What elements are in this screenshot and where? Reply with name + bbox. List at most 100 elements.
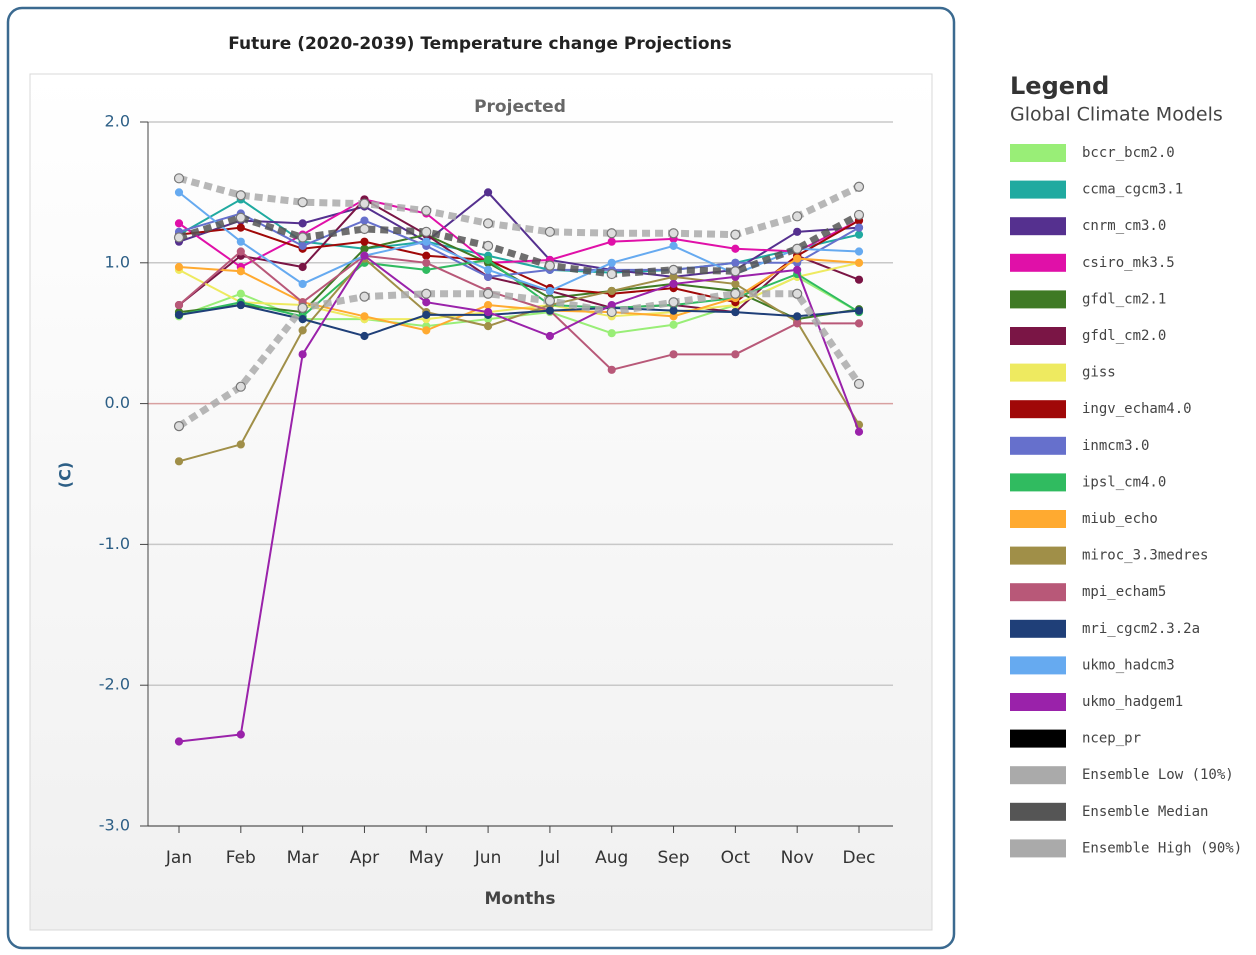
- y-axis-label: (C): [56, 462, 75, 488]
- data-point: [607, 258, 616, 267]
- data-point: [359, 223, 370, 235]
- data-point: [545, 331, 555, 341]
- data-point: [793, 254, 802, 263]
- data-point: [174, 737, 184, 746]
- legend-swatch: [1010, 290, 1066, 309]
- legend-label: Ensemble Median: [1082, 804, 1208, 820]
- x-tick-label: Jun: [474, 848, 502, 868]
- data-point: [669, 279, 678, 289]
- data-point: [236, 267, 245, 276]
- data-point: [669, 320, 678, 329]
- x-tick-label: Aug: [595, 848, 628, 868]
- data-point: [298, 241, 307, 251]
- legend-swatch: [1010, 510, 1066, 528]
- x-tick-label: Jul: [539, 848, 561, 868]
- data-point: [854, 319, 864, 328]
- data-point: [174, 457, 184, 466]
- x-tick-label: Feb: [226, 848, 256, 868]
- legend-swatch: [1010, 400, 1066, 419]
- data-point: [174, 300, 184, 310]
- data-point: [483, 307, 493, 317]
- data-point: [607, 286, 616, 296]
- legend-swatch: [1010, 253, 1066, 272]
- data-point: [793, 319, 802, 328]
- data-point: [297, 302, 308, 313]
- data-point: [236, 247, 245, 256]
- series-line: [178, 212, 860, 278]
- data-point: [422, 237, 431, 246]
- data-point: [483, 265, 493, 274]
- data-point: [669, 241, 678, 251]
- data-point: [174, 310, 184, 319]
- data-point: [545, 306, 555, 315]
- data-point: [544, 260, 556, 271]
- data-point: [669, 350, 678, 359]
- chart-title: Future (2020-2039) Temperature change Pr…: [228, 34, 731, 54]
- y-tick-label: 2.0: [105, 112, 130, 131]
- legend-swatch: [1010, 766, 1066, 785]
- data-point: [236, 289, 245, 298]
- y-tick-label: -2.0: [99, 675, 130, 694]
- data-point: [298, 350, 307, 359]
- legend-label: giss: [1082, 365, 1116, 381]
- y-tick-label: 0.0: [105, 393, 130, 412]
- data-point: [235, 381, 246, 392]
- data-point: [854, 427, 864, 436]
- legend-swatch: [1010, 436, 1066, 455]
- data-point: [297, 197, 308, 208]
- data-point: [360, 216, 369, 225]
- legend-swatch: [1010, 327, 1066, 345]
- data-point: [173, 421, 185, 432]
- legend-label: cnrm_cm3.0: [1082, 218, 1166, 234]
- data-point: [483, 255, 493, 265]
- legend-swatch: [1010, 839, 1066, 858]
- legend-swatch: [1010, 363, 1066, 382]
- data-point: [360, 312, 369, 321]
- data-point: [668, 297, 679, 308]
- data-point: [483, 272, 493, 281]
- data-point: [483, 188, 493, 197]
- data-point: [174, 188, 184, 197]
- data-point: [236, 730, 245, 739]
- data-point: [607, 365, 616, 374]
- data-point: [359, 291, 370, 302]
- data-point: [482, 288, 494, 299]
- legend-label: ccma_cgcm3.1: [1082, 182, 1183, 198]
- legend-label: miub_echo: [1082, 511, 1158, 527]
- data-point: [236, 223, 245, 232]
- legend-label: gfdl_cm2.1: [1082, 291, 1166, 307]
- legend-label: mpi_echam5: [1082, 584, 1166, 600]
- data-point: [298, 279, 307, 289]
- data-point: [422, 251, 431, 260]
- data-point: [422, 258, 431, 267]
- series-line: [177, 290, 862, 430]
- legend-label: ukmo_hadgem1: [1082, 694, 1183, 710]
- data-point: [173, 232, 185, 243]
- data-point: [606, 268, 617, 280]
- legend-label: mri_cgcm2.3.2a: [1082, 621, 1200, 637]
- data-point: [793, 312, 802, 321]
- data-point: [854, 230, 864, 239]
- data-point: [792, 243, 803, 254]
- data-point: [853, 209, 865, 221]
- legend-label: Ensemble Low (10%): [1082, 767, 1234, 783]
- data-point: [731, 350, 740, 359]
- data-point: [730, 229, 741, 240]
- legend-swatch: [1010, 217, 1066, 236]
- x-tick-label: Sep: [658, 848, 690, 868]
- data-point: [854, 223, 864, 232]
- legend-label: bccr_bcm2.0: [1082, 145, 1175, 161]
- data-point: [422, 298, 431, 307]
- data-point: [297, 232, 308, 243]
- legend-subtitle: Global Climate Models: [1010, 104, 1223, 126]
- y-tick-label: -1.0: [99, 534, 130, 553]
- legend-label: ipsl_cm4.0: [1082, 474, 1166, 490]
- y-tick-label: 1.0: [105, 252, 130, 271]
- legend-swatch: [1010, 619, 1066, 638]
- legend-label: inmcm3.0: [1082, 438, 1149, 454]
- data-point: [731, 244, 740, 253]
- legend-swatch: [1010, 583, 1066, 602]
- x-tick-label: Apr: [350, 848, 379, 868]
- data-point: [668, 228, 679, 239]
